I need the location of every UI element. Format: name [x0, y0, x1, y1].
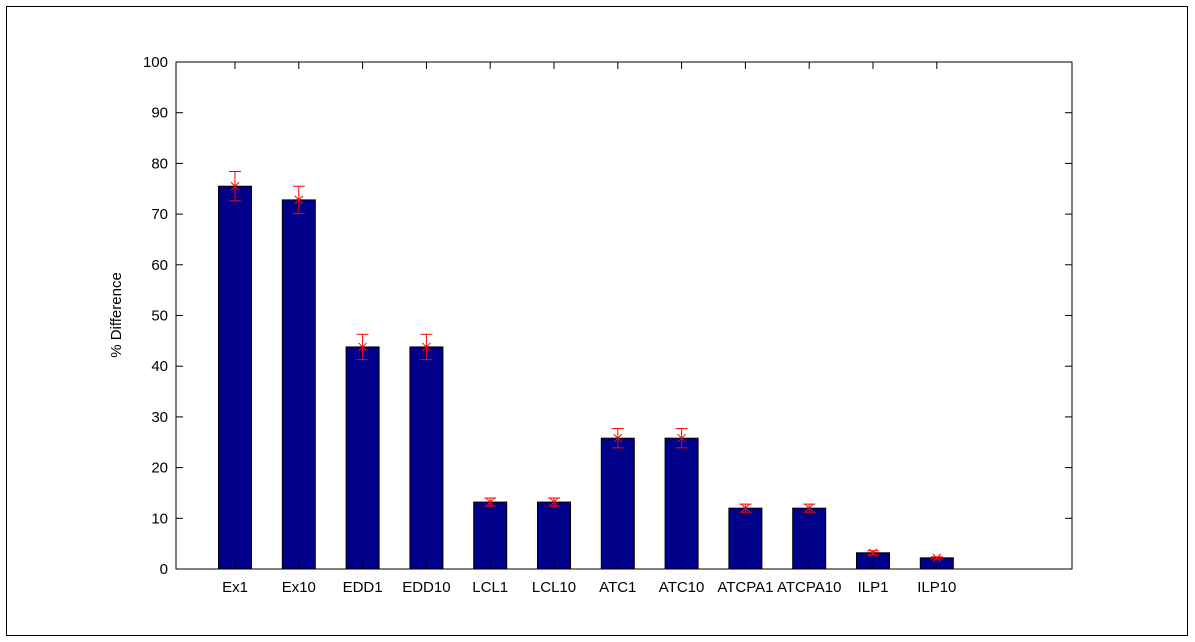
- bar: [473, 501, 508, 570]
- y-tick-label: 50: [151, 308, 168, 325]
- x-tick-label: Ex10: [282, 579, 316, 596]
- y-tick-label: 90: [151, 105, 168, 122]
- mean-marker: [358, 342, 367, 352]
- y-tick-label: 10: [151, 510, 168, 527]
- bar: [728, 507, 763, 570]
- y-tick-label: 100: [143, 54, 168, 71]
- bar: [792, 507, 827, 570]
- mean-marker: [741, 503, 750, 513]
- mean-marker: [613, 433, 623, 443]
- bar-chart: 0 10 20 30 40 50 60 70 80 90 100 Ex1 Ex10 EDD1 EDD10 L…: [108, 54, 1073, 596]
- mean-marker: [485, 497, 495, 507]
- mean-marker: [230, 181, 240, 191]
- y-tick-label: 60: [151, 257, 168, 274]
- error-bars-group: [229, 171, 943, 563]
- y-axis-ticks: 0 10 20 30 40 50 60 70 80 90 100: [143, 54, 1072, 578]
- x-tick-label: ATCPA1: [717, 579, 773, 596]
- mean-marker: [677, 433, 686, 443]
- x-tick-label: ATC10: [659, 579, 705, 596]
- bar: [281, 199, 316, 570]
- bar: [409, 346, 444, 570]
- bar: [345, 346, 380, 570]
- x-tick-label: ATCPA10: [777, 579, 841, 596]
- x-tick-label: EDD10: [402, 579, 450, 596]
- mean-marker: [804, 503, 814, 513]
- bar: [537, 501, 571, 570]
- x-tick-label: EDD1: [343, 579, 383, 596]
- mean-marker: [294, 195, 304, 205]
- bar: [664, 437, 699, 570]
- mean-marker: [549, 497, 559, 507]
- y-tick-label: 20: [151, 460, 168, 477]
- bar: [600, 437, 635, 570]
- y-tick-label: 0: [160, 561, 168, 578]
- bar: [218, 185, 252, 570]
- y-tick-label: 70: [151, 206, 168, 223]
- y-tick-label: 80: [151, 155, 168, 172]
- x-tick-label: Ex1: [222, 579, 248, 596]
- x-tick-label: LCL10: [532, 579, 576, 596]
- y-tick-label: 30: [151, 409, 168, 426]
- x-axis-ticks: Ex1 Ex10 EDD1 EDD10 LCL1 LCL10 ATC1 ATC10 ATCPA1…: [222, 62, 956, 596]
- y-tick-label: 40: [151, 358, 168, 375]
- mean-marker: [422, 342, 431, 352]
- figure-frame: 0 10 20 30 40 50 60 70 80 90 100 Ex1 Ex10 EDD1 EDD10 L…: [6, 6, 1188, 636]
- mean-marker: [868, 548, 878, 558]
- y-axis-title: % Difference: [108, 272, 125, 358]
- x-tick-label: ILP1: [858, 579, 889, 596]
- mean-marker: [932, 553, 942, 563]
- x-tick-label: ILP10: [917, 579, 956, 596]
- x-tick-label: ATC1: [599, 579, 636, 596]
- x-tick-label: LCL1: [472, 579, 508, 596]
